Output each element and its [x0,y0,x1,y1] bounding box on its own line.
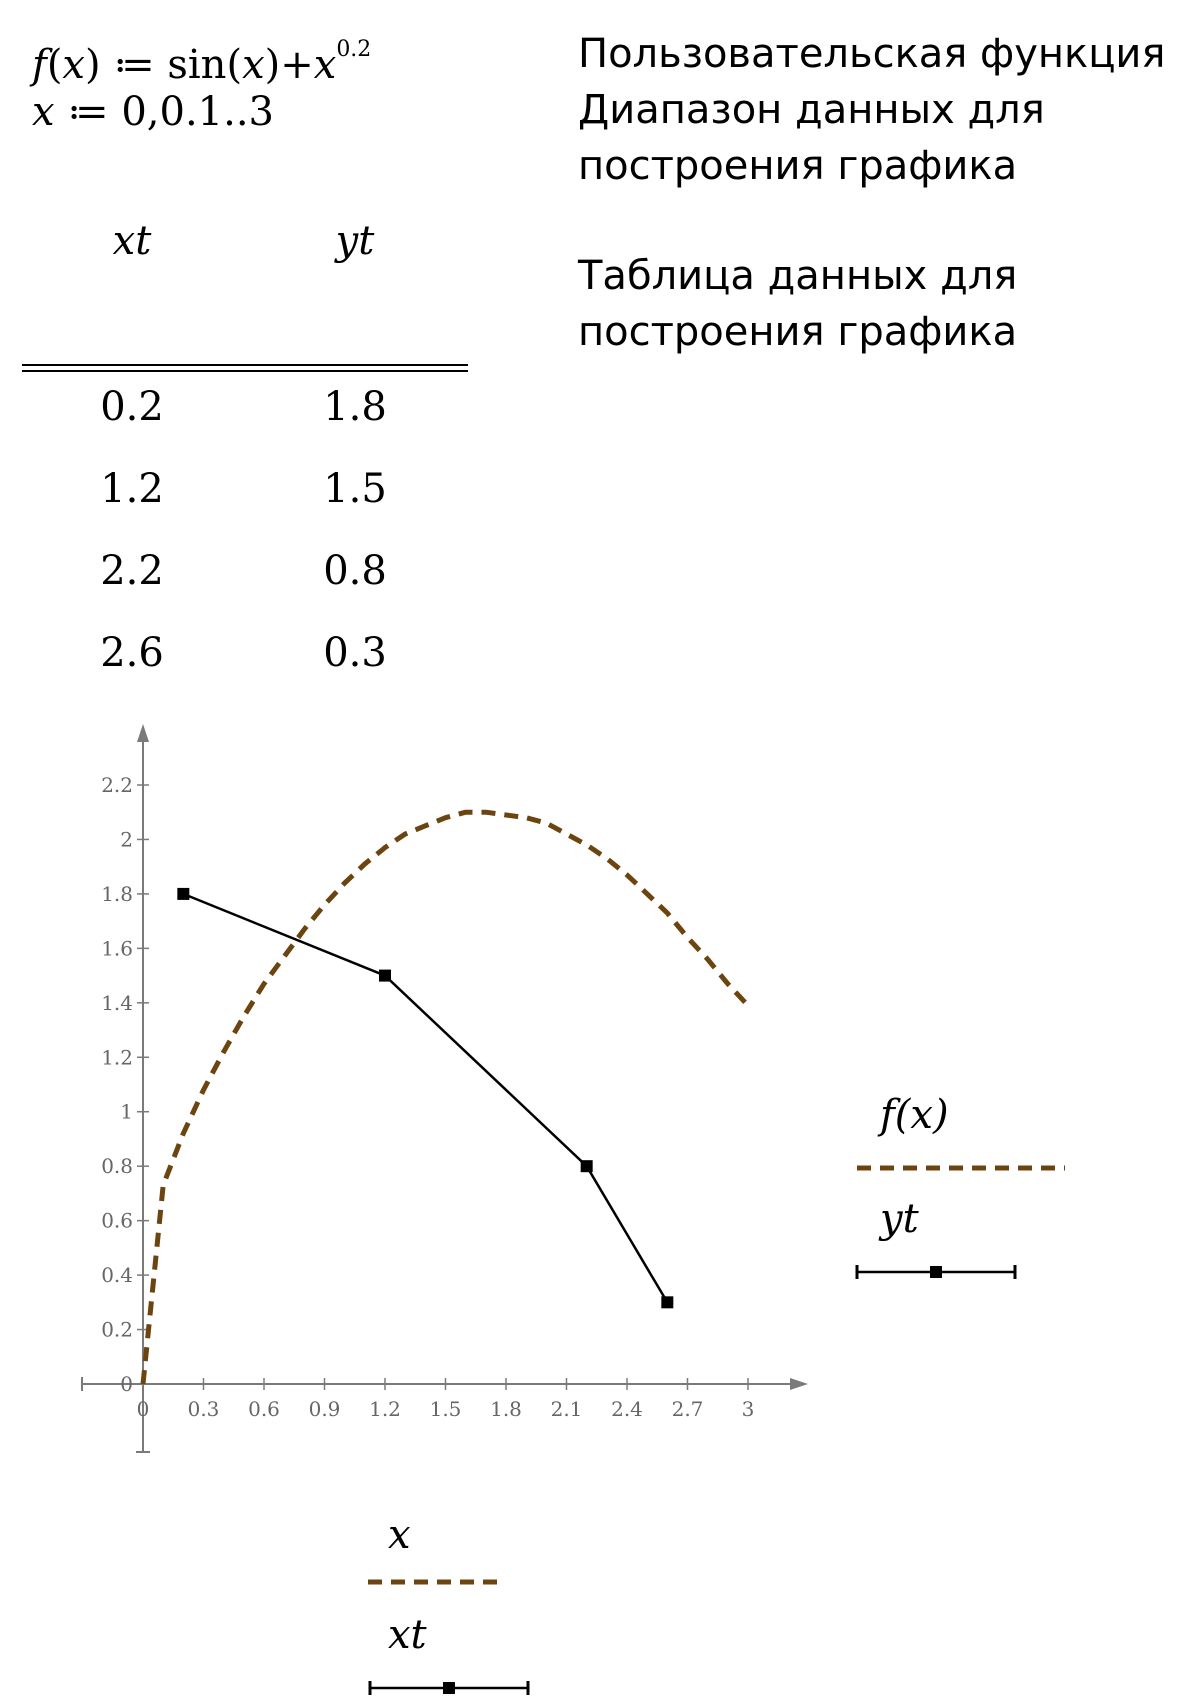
y-tick-label: 0 [120,1372,133,1396]
x-tick-label: 0 [137,1397,150,1421]
data-point-yt [581,1160,593,1172]
y-tick-label: 1.6 [101,936,133,960]
legend-swatch-marker [443,1682,455,1694]
x-tick-label: 0.9 [309,1397,341,1421]
x-tick-label: 2.7 [672,1397,704,1421]
x-tick-label: 1.5 [430,1397,462,1421]
legend-label-x: x [388,1512,411,1558]
series-line-fx [143,812,748,1384]
y-tick-label: 2 [120,827,133,851]
x-axis-arrow [790,1378,808,1390]
data-point-yt [177,888,189,900]
y-tick-label: 1.8 [101,882,133,906]
y-tick-label: 0.2 [101,1318,133,1342]
y-tick-label: 1.4 [101,991,133,1015]
x-tick-label: 0.6 [248,1397,280,1421]
y-axis-arrow [137,724,149,742]
data-point-yt [661,1296,673,1308]
x-tick-label: 3 [742,1397,755,1421]
data-point-yt [379,970,391,982]
legend-label-y: f(x) [877,1092,949,1138]
x-tick-label: 1.8 [490,1397,522,1421]
y-tick-label: 0.6 [101,1209,133,1233]
x-tick-label: 2.4 [611,1397,643,1421]
y-tick-label: 2.2 [101,773,133,797]
x-tick-label: 0.3 [188,1397,220,1421]
y-tick-label: 1 [120,1100,133,1124]
series-line-yt [183,894,667,1302]
legend-swatch-marker [930,1266,942,1278]
x-tick-label: 1.2 [369,1397,401,1421]
legend-label-x: xt [388,1612,428,1658]
y-tick-label: 0.4 [101,1263,133,1287]
y-tick-label: 0.8 [101,1154,133,1178]
y-tick-label: 1.2 [101,1045,133,1069]
x-tick-label: 2.1 [551,1397,583,1421]
legend-label-y: yt [878,1196,920,1242]
